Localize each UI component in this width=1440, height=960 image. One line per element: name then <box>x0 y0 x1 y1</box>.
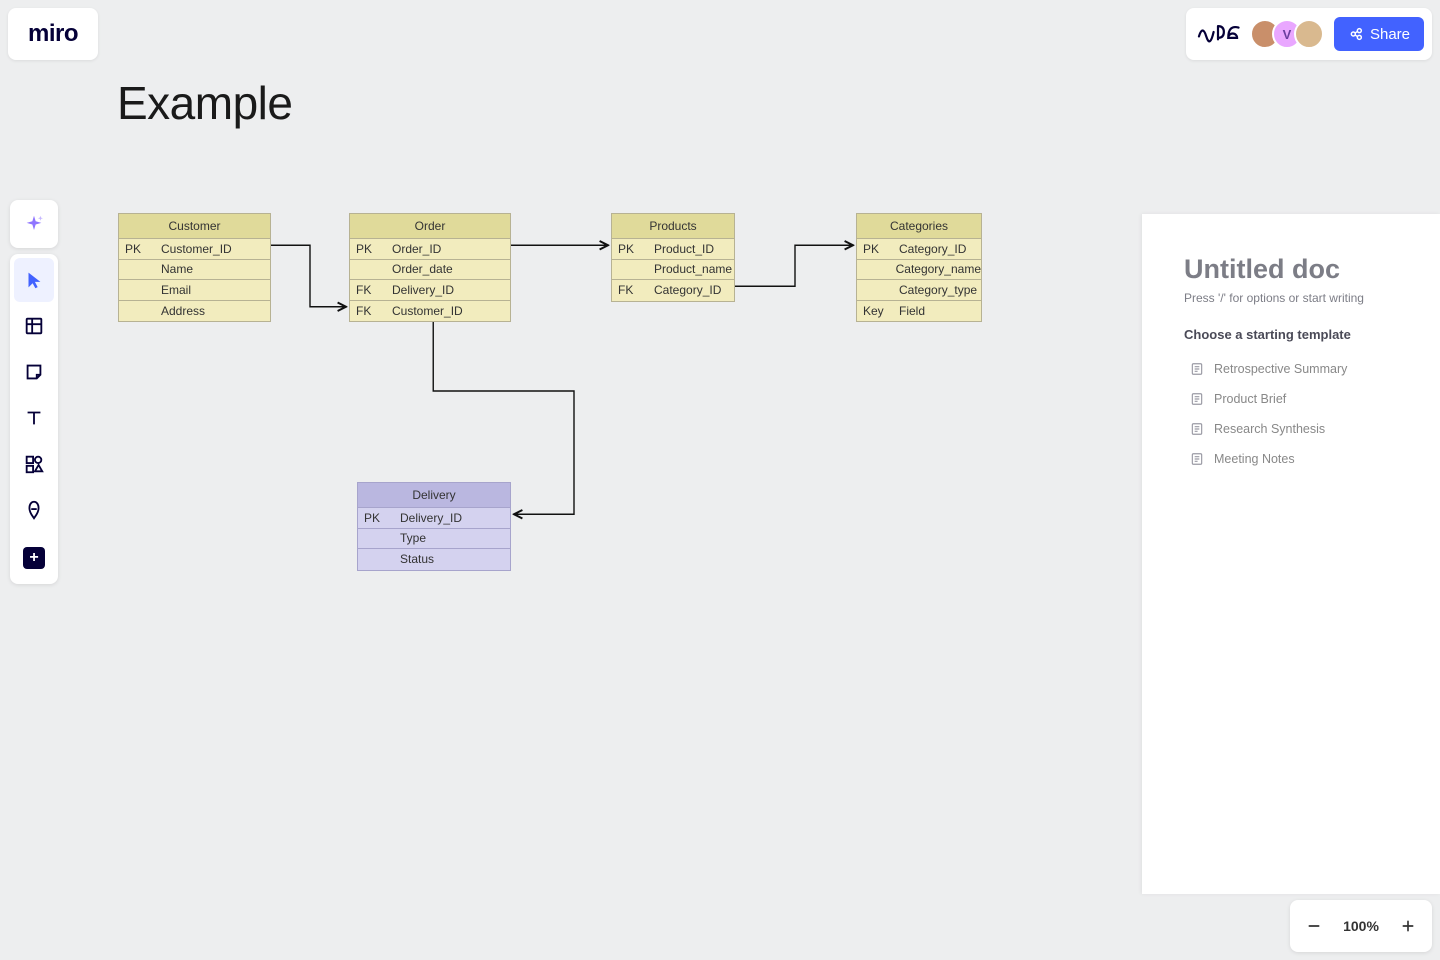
template-item-label: Retrospective Summary <box>1214 362 1347 376</box>
entity-row: Category_type <box>857 280 981 301</box>
entity-row: Email <box>119 280 270 301</box>
template-item-label: Research Synthesis <box>1214 422 1325 436</box>
top-right-panel: V Share <box>1186 8 1432 60</box>
sticky-tool[interactable] <box>14 350 54 394</box>
template-item[interactable]: Meeting Notes <box>1184 444 1412 474</box>
shapes-tool[interactable] <box>14 442 54 486</box>
zoom-value[interactable]: 100% <box>1343 918 1379 934</box>
entity-row: Address <box>119 301 270 322</box>
template-list: Retrospective Summary Product Brief Resear… <box>1184 354 1412 474</box>
share-button[interactable]: Share <box>1334 17 1424 51</box>
entity-row: FKDelivery_ID <box>350 280 510 301</box>
doc-hint: Press '/' for options or start writing <box>1184 291 1412 305</box>
entity-products[interactable]: ProductsPKProduct_IDProduct_nameFKCatego… <box>611 213 735 302</box>
collaborator-avatars[interactable]: V <box>1250 19 1324 49</box>
entity-row: PKProduct_ID <box>612 239 734 260</box>
entity-row: Status <box>358 549 510 570</box>
doc-section-label: Choose a starting template <box>1184 327 1412 342</box>
collaborator-avatar[interactable] <box>1294 19 1324 49</box>
doc-title[interactable]: Untitled doc <box>1184 254 1412 285</box>
add-tool[interactable]: + <box>14 536 54 580</box>
cursor-tool[interactable] <box>14 258 54 302</box>
entity-row: FKCustomer_ID <box>350 301 510 322</box>
entity-row: Type <box>358 529 510 550</box>
entity-row: Order_date <box>350 260 510 281</box>
left-toolbar: + <box>10 254 58 584</box>
template-item[interactable]: Retrospective Summary <box>1184 354 1412 384</box>
entity-row: FKCategory_ID <box>612 280 734 301</box>
entity-title: Products <box>612 214 734 239</box>
entity-row: Category_name <box>857 260 981 281</box>
frame-tool[interactable] <box>14 304 54 348</box>
entity-row: KeyField <box>857 301 981 322</box>
entity-order[interactable]: OrderPKOrder_IDOrder_dateFKDelivery_IDFK… <box>349 213 511 322</box>
zoom-out-button[interactable] <box>1302 914 1326 938</box>
zoom-in-button[interactable] <box>1396 914 1420 938</box>
entity-categories[interactable]: CategoriesPKCategory_IDCategory_nameCate… <box>856 213 982 322</box>
text-tool[interactable] <box>14 396 54 440</box>
share-button-label: Share <box>1370 26 1410 43</box>
entity-row: PKOrder_ID <box>350 239 510 260</box>
entity-row: PKCustomer_ID <box>119 239 270 260</box>
entity-delivery[interactable]: DeliveryPKDelivery_IDTypeStatus <box>357 482 511 571</box>
entity-title: Customer <box>119 214 270 239</box>
template-item-label: Meeting Notes <box>1214 452 1295 466</box>
entity-row: PKDelivery_ID <box>358 508 510 529</box>
doc-panel[interactable]: Untitled doc Press '/' for options or st… <box>1142 214 1440 894</box>
zoom-panel: 100% <box>1290 900 1432 952</box>
template-item-label: Product Brief <box>1214 392 1286 406</box>
reactions-icon[interactable] <box>1196 18 1240 51</box>
entity-row: Product_name <box>612 260 734 281</box>
ai-tool[interactable] <box>10 200 58 248</box>
board-title[interactable]: Example <box>117 76 292 130</box>
template-item[interactable]: Product Brief <box>1184 384 1412 414</box>
entity-title: Delivery <box>358 483 510 508</box>
entity-customer[interactable]: CustomerPKCustomer_IDNameEmailAddress <box>118 213 271 322</box>
entity-title: Order <box>350 214 510 239</box>
template-item[interactable]: Research Synthesis <box>1184 414 1412 444</box>
logo-card[interactable]: miro <box>8 8 98 60</box>
pen-tool[interactable] <box>14 488 54 532</box>
entity-title: Categories <box>857 214 981 239</box>
entity-row: PKCategory_ID <box>857 239 981 260</box>
entity-row: Name <box>119 260 270 281</box>
logo-text: miro <box>28 20 78 48</box>
